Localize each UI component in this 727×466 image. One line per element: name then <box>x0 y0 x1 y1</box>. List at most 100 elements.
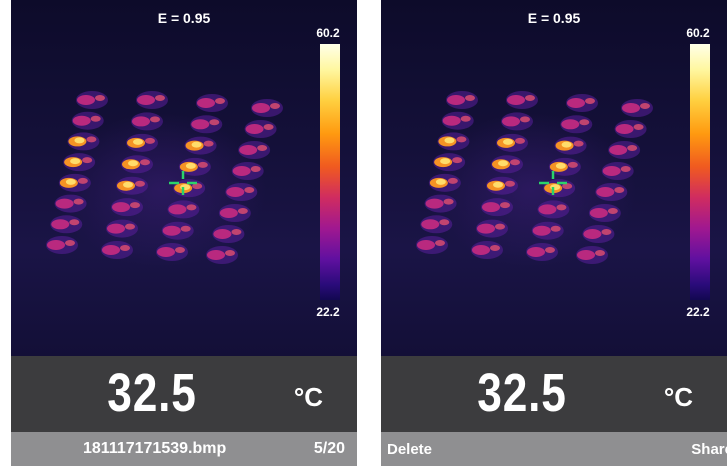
thermal-hotspot <box>444 137 455 144</box>
thermal-spot <box>417 240 435 250</box>
thermal-hotspot <box>123 181 133 188</box>
thermal-hotspot <box>440 158 451 165</box>
thermal-spot <box>145 137 155 144</box>
color-scale-bar <box>320 44 340 300</box>
thermal-spot <box>180 225 191 232</box>
thermal-spot <box>607 208 618 214</box>
thermal-spot <box>442 115 461 126</box>
thermal-spot <box>47 240 65 250</box>
thermal-spot <box>244 187 255 193</box>
thermal-hotspot <box>498 160 508 167</box>
thermal-spot <box>425 198 444 209</box>
thermal-spot <box>239 145 258 155</box>
thermal-spot <box>140 159 150 166</box>
thermal-spot <box>197 161 208 168</box>
thermal-spot <box>633 124 644 130</box>
thermal-spot <box>507 95 525 105</box>
temperature-value: 32.5 <box>477 363 567 423</box>
thermal-hotspot <box>191 141 202 148</box>
scale-min-label: 22.2 <box>316 305 340 319</box>
thermal-spot <box>609 145 628 155</box>
scale-min-label: 22.2 <box>686 305 710 319</box>
temperature-panel: 32.5 °C <box>381 356 727 432</box>
thermal-spot <box>447 177 458 184</box>
thermal-spot <box>622 103 640 113</box>
thermal-spot <box>472 245 490 255</box>
thermal-spot <box>69 219 80 226</box>
thermal-viewer-screen-right: E = 0.95 60.2 22.2 32.5 °C Delete Share <box>381 0 727 466</box>
thermal-spot <box>490 245 500 251</box>
thermal-spot <box>439 219 450 226</box>
thermal-hotspot <box>70 158 81 165</box>
thermal-hotspot <box>65 178 76 185</box>
thermal-hotspot <box>74 137 85 144</box>
thermal-spot <box>226 187 245 197</box>
thermal-hotspot <box>555 162 566 169</box>
thermal-spot <box>157 247 175 257</box>
thermal-spot <box>561 119 580 130</box>
emissivity-label: E = 0.95 <box>527 10 581 26</box>
thermal-spot <box>583 229 602 239</box>
thermal-spot <box>502 116 520 127</box>
thermal-spot <box>550 225 561 232</box>
thermal-spot <box>51 219 70 230</box>
thermal-spot <box>130 202 140 209</box>
thermal-spot <box>137 95 155 105</box>
thermal-spot <box>73 198 84 205</box>
thermal-spot <box>175 247 185 253</box>
thermal-spot <box>270 103 280 109</box>
thermal-spot <box>556 204 567 211</box>
thermal-spot <box>219 208 238 218</box>
thermal-spot <box>95 95 105 101</box>
thermal-hotspot <box>435 178 446 185</box>
thermal-spot <box>589 208 608 218</box>
thermal-spot <box>460 115 471 122</box>
thermal-spot <box>505 180 515 187</box>
thermal-spot <box>620 166 631 172</box>
thermal-spot <box>197 98 215 108</box>
thermal-spot <box>191 119 210 130</box>
thermal-spot <box>602 166 621 176</box>
thermal-spot <box>596 187 615 197</box>
thermal-spot <box>443 198 454 205</box>
thermal-image <box>381 0 727 356</box>
share-button[interactable]: Share <box>691 441 727 458</box>
thermal-spot <box>186 204 197 211</box>
softkey-bar: Delete Share <box>381 432 727 466</box>
thermal-spot <box>102 245 120 255</box>
thermal-hotspot <box>561 141 572 148</box>
thermal-spot <box>155 95 165 101</box>
thermal-spot <box>86 136 97 143</box>
thermal-spot <box>579 119 590 126</box>
thermal-spot <box>77 177 88 184</box>
thermal-spot <box>447 95 465 105</box>
thermal-spot <box>135 180 145 187</box>
thermal-spot <box>112 202 130 213</box>
thermal-spot <box>245 124 264 134</box>
thermal-spot <box>601 229 612 235</box>
temperature-unit: °C <box>663 382 693 412</box>
thermal-image-canvas <box>46 91 283 264</box>
thermal-hotspot <box>185 162 196 169</box>
thermal-spot <box>500 202 510 209</box>
thermal-viewer-screen-left: E = 0.95 60.2 22.2 32.5 °C 181117171539.… <box>11 0 357 466</box>
thermal-spot <box>510 159 520 166</box>
thermal-spot <box>225 250 235 256</box>
thermal-spot <box>585 98 595 104</box>
thermal-spot <box>215 98 225 104</box>
temperature-unit: °C <box>293 382 323 412</box>
thermal-hotspot <box>128 160 138 167</box>
thermal-image-canvas <box>416 91 653 264</box>
thermal-hotspot <box>550 184 561 191</box>
thermal-spot <box>231 229 242 235</box>
thermal-spot <box>192 183 203 190</box>
thermal-spot <box>125 223 135 230</box>
thermal-spot <box>640 103 650 109</box>
thermal-hotspot <box>180 184 191 191</box>
thermal-spot <box>456 136 467 143</box>
thermal-spot <box>150 116 160 123</box>
delete-button[interactable]: Delete <box>387 441 433 458</box>
thermal-spot <box>627 145 638 151</box>
thermal-spot <box>482 202 500 213</box>
thermal-spot <box>257 145 268 151</box>
